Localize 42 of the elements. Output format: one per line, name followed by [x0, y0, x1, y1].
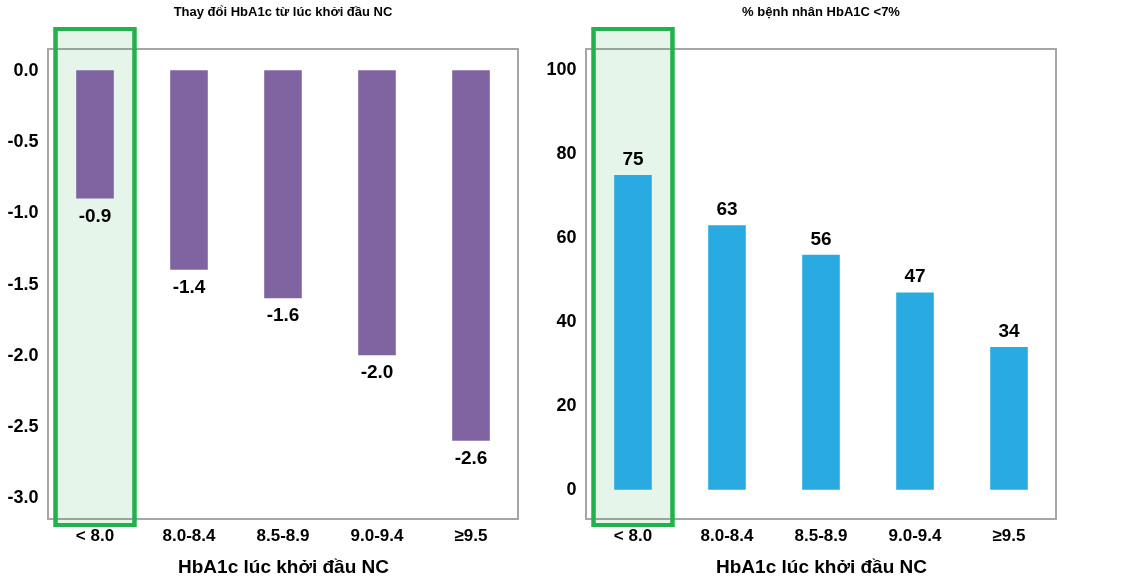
text: -2.6 [454, 446, 488, 468]
x-tick-label: < 8.0 [75, 525, 115, 545]
y-tick-label: -2.5 [7, 415, 39, 436]
x-axis-title: HbA1c lúc khởi đầu NC [716, 555, 928, 577]
x-tick-label: 9.0-9.4 [888, 525, 942, 545]
x-tick-label: ≥9.5 [454, 525, 488, 545]
bar [802, 254, 840, 490]
y-tick-label: -2.0 [7, 344, 39, 365]
y-tick-label: -0.5 [7, 131, 39, 152]
y-tick-label: 0 [566, 479, 577, 500]
x-tick-label: < 8.0 [613, 525, 653, 545]
text: -1.6 [266, 304, 300, 326]
y-tick-label: 20 [556, 395, 577, 416]
x-tick-label: 8.0-8.4 [700, 525, 754, 545]
y-tick-label: 100 [546, 59, 577, 80]
data-label: 75 [622, 147, 644, 169]
data-label: 34 [998, 319, 1020, 341]
text: -1.4 [172, 275, 206, 297]
bar [990, 346, 1028, 490]
x-tick-label: 8.5-8.9 [794, 525, 848, 545]
x-tick-label: ≥9.5 [992, 525, 1026, 545]
x-tick-label: 8.0-8.4 [162, 525, 216, 545]
data-label: 47 [904, 265, 926, 287]
y-tick-label: -1.0 [7, 202, 39, 223]
x-axis-title: HbA1c lúc khởi đầu NC [178, 555, 390, 577]
bar [614, 174, 652, 490]
chart-title: Thay đổi HbA1c từ lúc khởi đầu NC [173, 4, 393, 19]
y-tick-label: -3.0 [7, 487, 39, 508]
chart-title: % bệnh nhân HbA1C <7% [742, 4, 901, 19]
text: -0.9 [78, 204, 112, 226]
x-tick-label: 9.0-9.4 [350, 525, 404, 545]
y-tick-label: 80 [556, 143, 577, 164]
text: -2.0 [360, 361, 394, 383]
y-tick-label: -1.5 [7, 273, 39, 294]
y-tick-label: 60 [556, 227, 577, 248]
x-tick-label: 8.5-8.9 [256, 525, 310, 545]
data-label: 56 [810, 227, 832, 249]
y-tick-label: 0.0 [13, 59, 39, 80]
bar [896, 292, 934, 490]
bar [708, 225, 746, 490]
y-tick-label: 40 [556, 311, 577, 332]
data-label: 63 [716, 198, 738, 220]
